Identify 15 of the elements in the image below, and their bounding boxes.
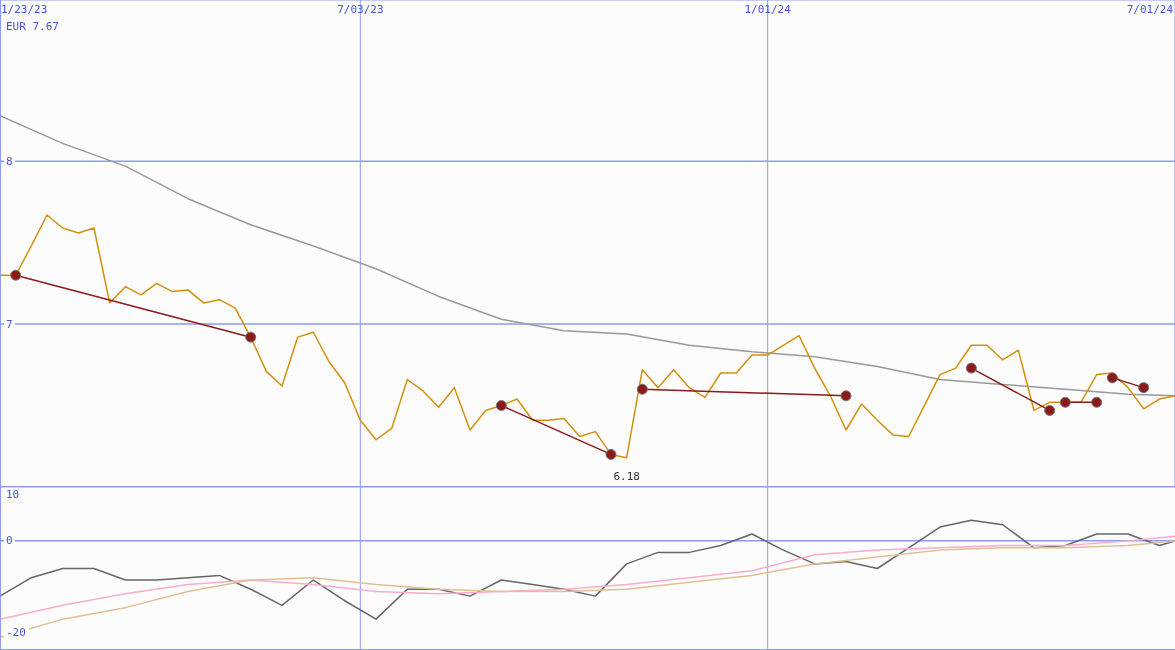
x-tick-label: 7/01/24 [1126, 3, 1174, 16]
line-series [0, 535, 1175, 620]
annotation: 6.18 [613, 469, 640, 483]
x-tick-label: 1/23/23 [1, 3, 48, 16]
x-tick-label: 1/01/24 [744, 3, 792, 16]
line-series [0, 519, 1175, 620]
y-tick-label: -20 [6, 626, 26, 640]
line-series [0, 214, 1175, 459]
line-series [0, 114, 1175, 397]
y-tick-label: 0 [6, 534, 13, 548]
x-tick-label: 7/03/23 [337, 3, 384, 16]
y-tick-label: 7 [6, 317, 13, 331]
annotation: EUR 7.67 [6, 20, 59, 33]
y-tick-label: 8 [6, 154, 13, 168]
y-tick-label: 10 [6, 488, 20, 502]
